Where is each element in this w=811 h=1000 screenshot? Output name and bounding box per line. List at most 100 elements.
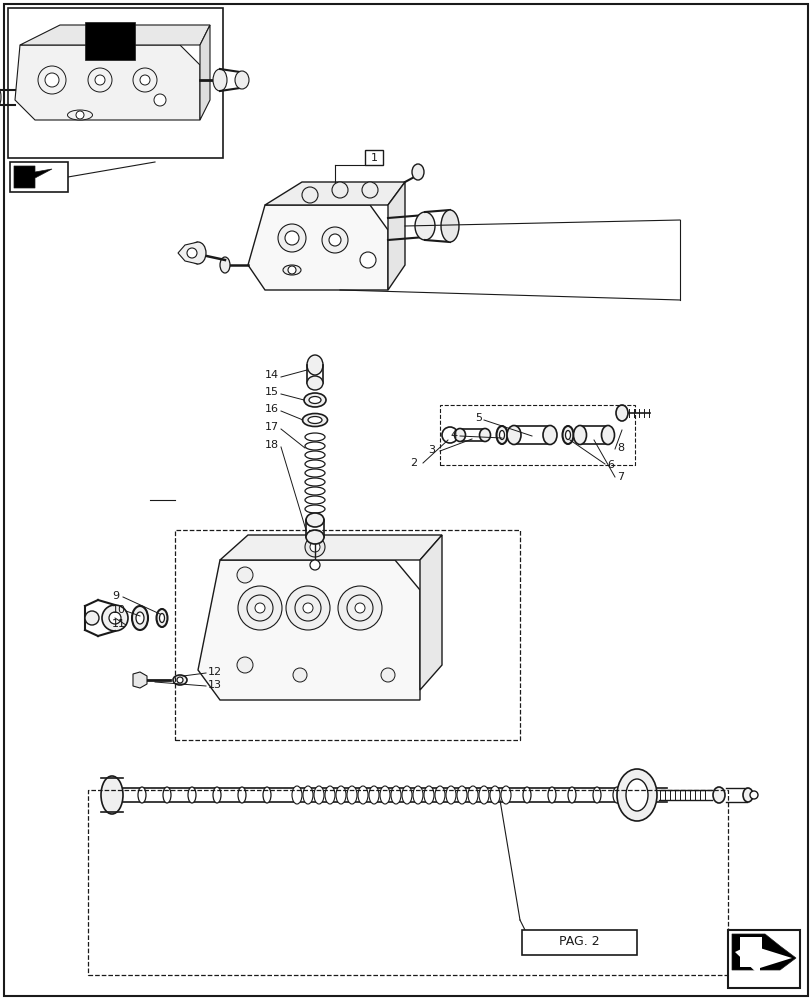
Circle shape <box>85 611 99 625</box>
Circle shape <box>302 187 318 203</box>
Ellipse shape <box>423 786 433 804</box>
Ellipse shape <box>380 786 389 804</box>
Polygon shape <box>133 672 147 688</box>
Ellipse shape <box>234 71 249 89</box>
Text: 6: 6 <box>607 460 613 470</box>
Text: 8: 8 <box>616 443 624 453</box>
Polygon shape <box>734 940 791 976</box>
Ellipse shape <box>479 428 490 442</box>
Bar <box>10 162 68 192</box>
Ellipse shape <box>212 69 227 91</box>
Ellipse shape <box>305 478 324 486</box>
Circle shape <box>310 560 320 570</box>
Circle shape <box>337 586 381 630</box>
Circle shape <box>359 252 375 268</box>
Ellipse shape <box>238 787 246 803</box>
Circle shape <box>285 231 298 245</box>
Polygon shape <box>178 242 198 264</box>
Bar <box>727 930 799 988</box>
Circle shape <box>45 73 59 87</box>
Ellipse shape <box>445 786 456 804</box>
Ellipse shape <box>190 242 206 264</box>
Ellipse shape <box>305 469 324 477</box>
Ellipse shape <box>307 416 322 424</box>
Ellipse shape <box>305 433 324 441</box>
Ellipse shape <box>305 505 324 513</box>
Ellipse shape <box>564 430 570 440</box>
Ellipse shape <box>358 786 367 804</box>
Circle shape <box>109 612 121 624</box>
Polygon shape <box>264 182 405 205</box>
Text: 18: 18 <box>264 440 279 450</box>
Polygon shape <box>198 560 419 700</box>
Circle shape <box>441 427 457 443</box>
Ellipse shape <box>612 787 620 803</box>
Ellipse shape <box>173 675 187 685</box>
Ellipse shape <box>489 786 500 804</box>
Ellipse shape <box>346 786 357 804</box>
Circle shape <box>293 668 307 682</box>
Ellipse shape <box>435 786 444 804</box>
Text: 13: 13 <box>208 680 221 690</box>
Ellipse shape <box>616 769 656 821</box>
Ellipse shape <box>305 451 324 459</box>
Circle shape <box>322 227 348 253</box>
Text: 11: 11 <box>112 619 126 629</box>
Ellipse shape <box>592 787 600 803</box>
Bar <box>440 405 634 465</box>
Polygon shape <box>731 934 795 970</box>
Ellipse shape <box>324 786 335 804</box>
Text: 5: 5 <box>474 413 482 423</box>
Ellipse shape <box>67 110 92 120</box>
Polygon shape <box>14 166 52 188</box>
Circle shape <box>139 75 150 85</box>
Ellipse shape <box>101 776 122 814</box>
Ellipse shape <box>413 786 423 804</box>
Circle shape <box>187 248 197 258</box>
Ellipse shape <box>506 426 521 444</box>
Ellipse shape <box>157 609 167 627</box>
Ellipse shape <box>303 786 312 804</box>
Ellipse shape <box>742 788 752 802</box>
Circle shape <box>238 586 281 630</box>
Ellipse shape <box>188 787 195 803</box>
Ellipse shape <box>467 786 478 804</box>
Bar <box>8 8 223 158</box>
Ellipse shape <box>305 442 324 450</box>
Ellipse shape <box>625 779 647 811</box>
Ellipse shape <box>306 513 324 527</box>
Circle shape <box>255 603 264 613</box>
Polygon shape <box>247 205 388 290</box>
Polygon shape <box>388 182 405 290</box>
Circle shape <box>294 595 320 621</box>
Ellipse shape <box>454 428 465 442</box>
Circle shape <box>380 668 394 682</box>
Ellipse shape <box>305 460 324 468</box>
Circle shape <box>310 542 320 552</box>
Circle shape <box>177 677 182 683</box>
Polygon shape <box>739 937 761 967</box>
Ellipse shape <box>440 210 458 242</box>
Text: 10: 10 <box>112 605 126 615</box>
Ellipse shape <box>263 787 271 803</box>
Ellipse shape <box>401 786 411 804</box>
Ellipse shape <box>562 426 573 444</box>
Circle shape <box>237 567 253 583</box>
Text: 17: 17 <box>264 422 279 432</box>
Ellipse shape <box>573 426 586 444</box>
Polygon shape <box>220 535 441 560</box>
Ellipse shape <box>411 164 423 180</box>
Circle shape <box>76 111 84 119</box>
Circle shape <box>237 657 253 673</box>
Ellipse shape <box>368 786 379 804</box>
Ellipse shape <box>292 786 302 804</box>
Polygon shape <box>20 25 210 45</box>
Polygon shape <box>200 25 210 120</box>
Ellipse shape <box>457 786 466 804</box>
Circle shape <box>749 791 757 799</box>
Ellipse shape <box>305 496 324 504</box>
Text: 12: 12 <box>208 667 222 677</box>
Polygon shape <box>15 45 200 120</box>
Circle shape <box>305 537 324 557</box>
Circle shape <box>154 94 165 106</box>
